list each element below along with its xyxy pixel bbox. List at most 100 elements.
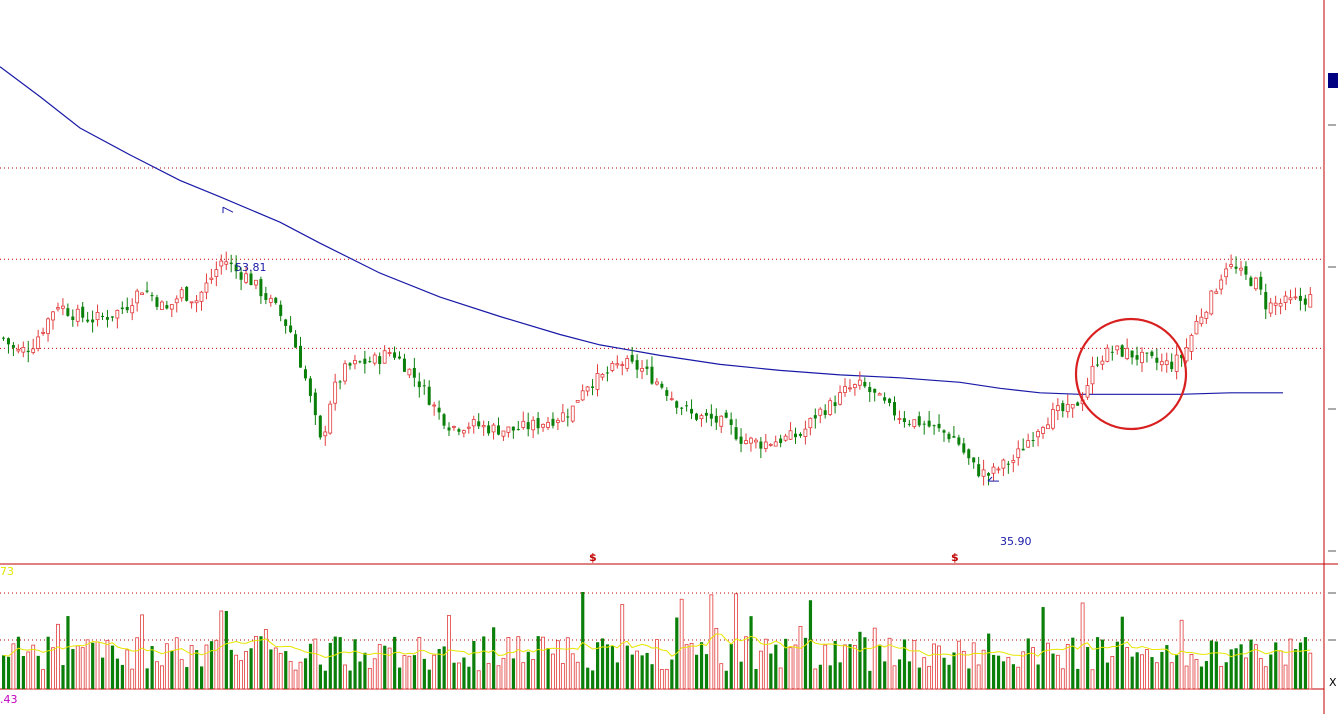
volume-bar-up [758, 650, 763, 690]
volume-bar-up [620, 604, 625, 690]
volume-bar-up [872, 627, 877, 690]
candle-body-up [506, 426, 511, 433]
candle-body-down [907, 423, 911, 425]
volume-bar-down [907, 661, 912, 689]
volume-bar-down [383, 645, 387, 689]
candle-body-down [536, 418, 540, 429]
volume-bar-down [952, 652, 956, 689]
candle-body-up [531, 419, 536, 431]
candle-body-down [566, 416, 570, 418]
candle-body-up [1051, 409, 1055, 429]
volume-bar-up [387, 647, 392, 690]
candle-body-up [1293, 296, 1298, 299]
candle-body-up [41, 331, 45, 334]
volume-bar-down [1130, 656, 1134, 689]
candle-body-up [1001, 459, 1006, 469]
candle-body-up [783, 435, 788, 441]
candle-body-down [873, 388, 877, 393]
volume-bar-down [902, 639, 907, 689]
candle-body-down [685, 405, 689, 407]
low-price-label: 35.90 [1000, 535, 1032, 548]
candle-body-down [1234, 266, 1238, 269]
volume-bar-down [467, 666, 471, 689]
candle-body-down [729, 419, 733, 426]
candle-body-up [159, 301, 164, 310]
candle-body-down [714, 415, 718, 423]
volume-bar-up [853, 644, 857, 690]
candle-body-up [1204, 311, 1209, 319]
volume-top-label: 73 [0, 565, 14, 578]
candle-body-down [71, 316, 75, 320]
volume-bar-down [917, 667, 921, 689]
candle-body-up [595, 373, 600, 390]
volume-bar-up [417, 637, 422, 690]
candle-body-up [838, 392, 842, 405]
volume-bar-up [1145, 649, 1149, 690]
candle-body-down [823, 410, 827, 415]
volume-bar-down [863, 637, 867, 689]
candle-body-down [917, 416, 921, 426]
candle-body-down [229, 262, 233, 265]
volume-bar-up [1308, 652, 1313, 690]
candle-body-down [2, 337, 5, 339]
candle-body-down [1150, 351, 1154, 357]
candle-body-up [1283, 295, 1288, 303]
volume-bar-down [1051, 653, 1055, 689]
volume-bar-up [189, 644, 194, 690]
volume-bar-up [565, 637, 570, 690]
volume-bar-up [981, 649, 986, 690]
candle-body-up [471, 419, 476, 427]
volume-bar-down [353, 639, 357, 689]
volume-bar-down [1026, 638, 1030, 689]
volume-bar-up [813, 668, 818, 690]
candle-body-up [1140, 351, 1144, 364]
candle-body-down [1249, 277, 1253, 286]
candle-body-down [1095, 364, 1099, 366]
volume-bar-down [427, 669, 431, 689]
volume-bar-up [1219, 665, 1224, 690]
candle-body-up [432, 404, 437, 407]
candle-body-down [635, 360, 639, 370]
candle-body-down [650, 366, 654, 384]
candle-body-down [516, 429, 520, 431]
candle-body-down [442, 414, 446, 426]
volume-bar-up [763, 638, 768, 690]
candle-body-down [1170, 361, 1174, 370]
volume-bar-down [1229, 649, 1233, 689]
candle-body-up [719, 415, 724, 427]
candle-body-down [704, 412, 708, 416]
volume-bar-up [263, 629, 268, 690]
candle-body-down [165, 305, 169, 309]
volume-bar-down [110, 645, 115, 689]
candle-body-down [932, 425, 936, 427]
volume-bar-down [1293, 649, 1298, 689]
candle-body-down [26, 350, 30, 353]
volume-bar-up [254, 635, 258, 690]
candle-body-down [630, 354, 634, 362]
volume-bar-down [269, 649, 273, 689]
volume-bar-down [1269, 654, 1273, 689]
candle-body-up [897, 418, 902, 420]
candle-body-down [863, 381, 867, 387]
volume-bar-down [610, 645, 615, 689]
candle-body-up [808, 417, 813, 429]
candle-body-down [893, 402, 896, 416]
candle-body-down [591, 386, 595, 388]
candle-body-up [56, 307, 60, 310]
candle-body-down [794, 433, 797, 438]
volume-bar-down [1274, 642, 1278, 689]
candle-body-down [957, 437, 961, 445]
candle-body-up [1184, 347, 1189, 362]
candle-body-up [1100, 360, 1105, 365]
volume-bar-down [195, 650, 199, 689]
volume-bar-up [714, 627, 719, 690]
volume-bar-up [85, 639, 90, 690]
candle-body-up [135, 290, 140, 304]
candle-body-up [179, 289, 184, 299]
volume-bar-down [358, 661, 362, 689]
candle-body-down [902, 418, 906, 422]
candle-body-up [189, 301, 194, 304]
corner-x-label: X [1329, 676, 1337, 689]
volume-bar-up [655, 639, 659, 690]
candle-body-up [843, 386, 847, 393]
